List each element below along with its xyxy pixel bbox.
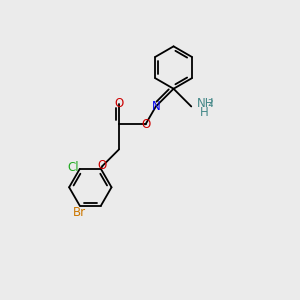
Text: Br: Br <box>73 206 86 219</box>
Text: O: O <box>114 97 124 110</box>
Text: O: O <box>141 118 150 131</box>
Text: Cl: Cl <box>68 161 79 174</box>
Text: O: O <box>98 160 107 172</box>
Text: N: N <box>152 100 160 113</box>
Text: H: H <box>200 106 208 119</box>
Text: NH: NH <box>196 97 214 110</box>
Text: 2: 2 <box>208 99 213 108</box>
